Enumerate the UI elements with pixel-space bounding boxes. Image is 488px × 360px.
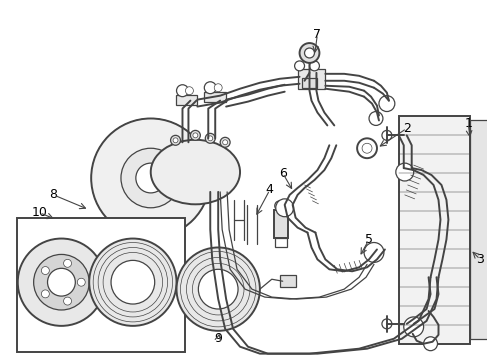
- Circle shape: [309, 61, 319, 71]
- Circle shape: [170, 135, 180, 145]
- Circle shape: [205, 133, 215, 143]
- Circle shape: [63, 259, 71, 267]
- Circle shape: [275, 199, 293, 217]
- Circle shape: [176, 247, 259, 331]
- Circle shape: [111, 260, 154, 304]
- Circle shape: [190, 130, 200, 140]
- Bar: [398, 116, 469, 344]
- Circle shape: [378, 96, 394, 112]
- Bar: [297, 69, 325, 89]
- Circle shape: [173, 138, 178, 143]
- Bar: [204, 92, 225, 102]
- Circle shape: [381, 319, 391, 329]
- Text: 1: 1: [464, 117, 471, 130]
- Circle shape: [423, 337, 437, 351]
- Circle shape: [34, 255, 89, 310]
- Text: 7: 7: [313, 28, 321, 41]
- Circle shape: [299, 43, 319, 63]
- Bar: [279, 275, 295, 287]
- Circle shape: [403, 317, 423, 337]
- Circle shape: [274, 201, 284, 211]
- Circle shape: [47, 268, 75, 296]
- Bar: [175, 95, 197, 105]
- Circle shape: [368, 112, 382, 125]
- Circle shape: [222, 140, 227, 145]
- Circle shape: [304, 48, 314, 58]
- Circle shape: [121, 148, 180, 208]
- Circle shape: [381, 130, 391, 140]
- Ellipse shape: [150, 140, 240, 204]
- Circle shape: [41, 266, 49, 275]
- Circle shape: [294, 61, 304, 71]
- Circle shape: [204, 82, 216, 94]
- Text: 6: 6: [278, 167, 286, 180]
- Text: 5: 5: [364, 233, 372, 246]
- Circle shape: [356, 138, 376, 158]
- Circle shape: [395, 163, 413, 181]
- Text: 2: 2: [402, 122, 410, 135]
- Text: 8: 8: [49, 188, 58, 201]
- Circle shape: [364, 243, 383, 262]
- Text: 9: 9: [214, 332, 222, 345]
- Circle shape: [41, 290, 49, 298]
- Bar: [273, 210, 287, 238]
- Bar: [17, 218, 185, 352]
- Text: 3: 3: [475, 253, 483, 266]
- Circle shape: [77, 278, 85, 286]
- Circle shape: [91, 118, 210, 238]
- Bar: [274, 238, 286, 247]
- Circle shape: [192, 133, 198, 138]
- Circle shape: [136, 163, 165, 193]
- Text: 10: 10: [32, 206, 47, 219]
- Circle shape: [214, 84, 222, 92]
- Circle shape: [207, 136, 212, 141]
- Text: 4: 4: [265, 184, 273, 197]
- Circle shape: [198, 269, 238, 309]
- Circle shape: [63, 297, 71, 305]
- Bar: [301, 78, 317, 88]
- Circle shape: [185, 87, 193, 95]
- Circle shape: [176, 85, 188, 96]
- Circle shape: [220, 137, 230, 147]
- Circle shape: [91, 118, 210, 238]
- Circle shape: [89, 239, 176, 326]
- Bar: [469, 121, 487, 339]
- Circle shape: [361, 143, 371, 153]
- Circle shape: [18, 239, 105, 326]
